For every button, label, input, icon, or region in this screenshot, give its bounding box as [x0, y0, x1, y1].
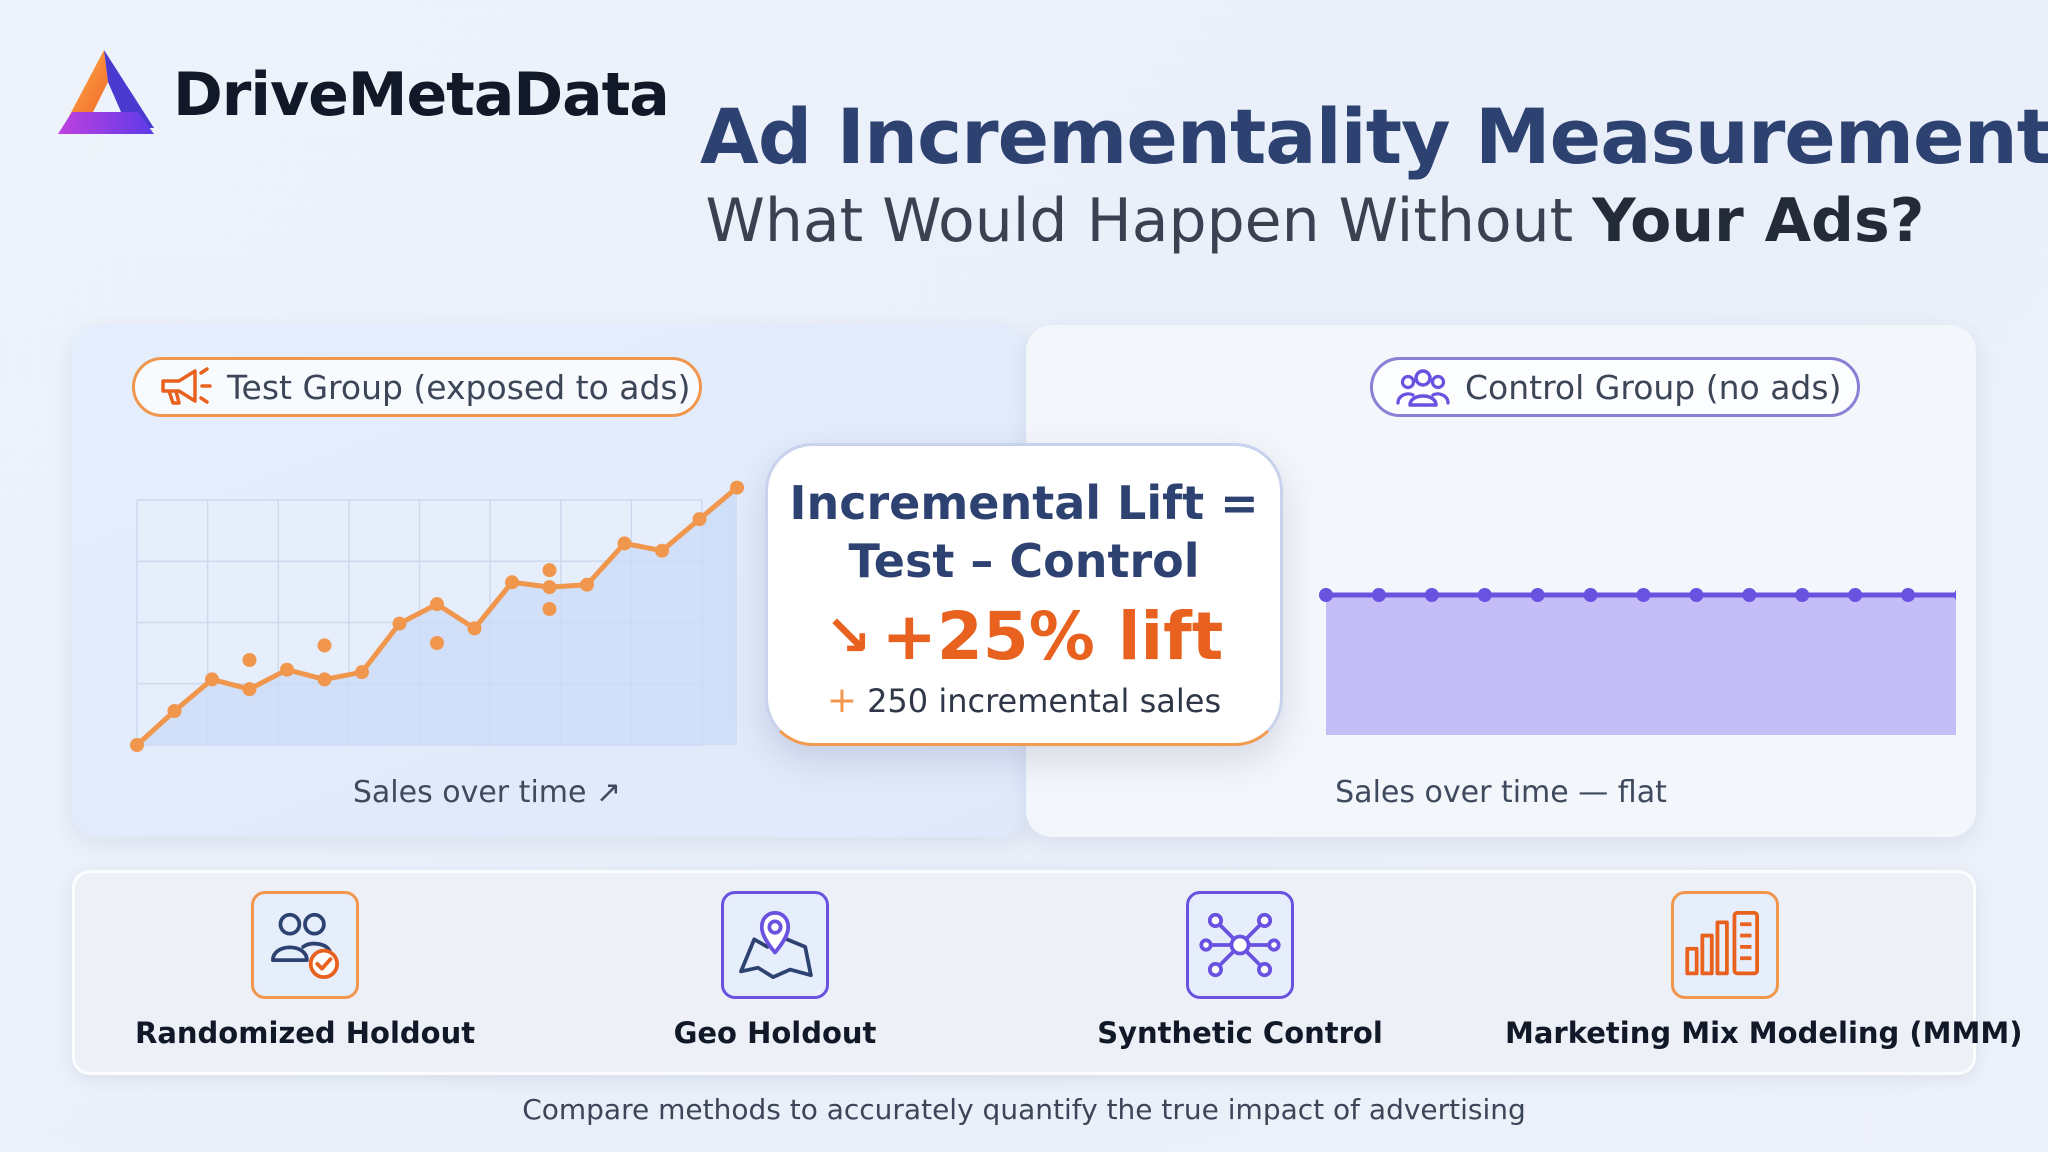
sales-point	[1530, 588, 1545, 602]
brand-name: DriveMetaData	[173, 60, 670, 130]
footer-note: Compare methods to accurately quantify t…	[522, 1093, 1526, 1126]
sales-point	[692, 512, 707, 527]
sales-point	[505, 575, 519, 590]
lift-formula-line-2: Test – Control	[848, 534, 1200, 588]
sales-point	[617, 536, 632, 551]
method-marketing-mix-modeling[interactable]: Marketing Mix Modeling (MMM)	[1505, 891, 2023, 1061]
control-group-label: Control Group (no ads)	[1465, 367, 1842, 407]
method-randomized-holdout[interactable]: Randomized Holdout	[135, 891, 475, 1061]
sales-point	[1795, 588, 1810, 602]
sales-point	[1954, 590, 1956, 600]
method-label: Synthetic Control	[1097, 1016, 1383, 1050]
users-check-icon	[271, 912, 339, 979]
method-label: Geo Holdout	[673, 1016, 877, 1050]
lift-value-row: ↘ +25% lift	[768, 598, 1280, 675]
plus-icon: +	[826, 680, 858, 721]
incremental-lift-card: Incremental Lift = Test – Control ↘ +25% …	[765, 443, 1283, 746]
test-chart-caption: Sales over time ↗	[352, 775, 622, 810]
method-tile	[251, 891, 359, 999]
test-group-label: Test Group (exposed to ads)	[227, 367, 691, 407]
sales-point	[1583, 588, 1598, 602]
incremental-sales-text: 250 incremental sales	[867, 682, 1222, 720]
sales-point	[1319, 588, 1333, 602]
sales-point	[1636, 588, 1651, 602]
outlier-point	[542, 602, 557, 616]
incremental-sales: +250 incremental sales	[768, 680, 1280, 721]
outlier-point	[430, 636, 444, 650]
subtitle-emphasis: Your Ads?	[1592, 186, 1925, 256]
sales-point	[1424, 588, 1439, 602]
sales-point	[167, 704, 182, 718]
logo-icon	[58, 50, 154, 134]
method-tile	[1186, 891, 1294, 999]
test-group-pill: Test Group (exposed to ads)	[132, 357, 702, 417]
megaphone-icon	[161, 367, 212, 405]
users-icon	[1396, 369, 1450, 407]
sales-point	[130, 738, 144, 752]
sales-point	[1689, 588, 1704, 602]
sales-point	[392, 616, 407, 631]
sales-point	[1848, 588, 1863, 602]
sales-point	[280, 662, 294, 677]
method-label: Randomized Holdout	[135, 1016, 476, 1050]
sales-point	[542, 580, 557, 595]
control-chart-caption: Sales over time — flat	[1335, 775, 1667, 810]
brand-header: DriveMetaData	[58, 48, 670, 148]
sales-point	[1901, 588, 1916, 602]
test-sales-chart	[130, 480, 744, 752]
method-geo-holdout[interactable]: Geo Holdout	[605, 891, 945, 1061]
sales-point	[655, 543, 669, 558]
arrow-down-right-icon: ↘	[824, 604, 872, 669]
sales-point	[580, 577, 594, 592]
lift-formula-line-1: Incremental Lift =	[789, 476, 1259, 530]
outlier-point	[242, 653, 257, 667]
control-sales-chart	[1319, 588, 1956, 735]
sales-point	[242, 682, 257, 697]
sales-point	[1477, 588, 1492, 602]
sales-point	[317, 672, 332, 687]
sales-point	[430, 597, 444, 612]
page-subtitle: What Would Happen Without Your Ads?	[690, 186, 1940, 256]
method-tile	[721, 891, 829, 999]
sales-point	[205, 672, 219, 687]
method-tile	[1671, 891, 1779, 999]
outlier-point	[317, 638, 332, 653]
subtitle-text: What Would Happen Without	[705, 186, 1593, 256]
map-pin-icon	[739, 911, 813, 979]
sales-point	[1742, 588, 1757, 602]
control-group-panel: Control Group (no ads) Sales over time —…	[1026, 325, 1976, 837]
method-label: Marketing Mix Modeling (MMM)	[1505, 1016, 2023, 1050]
outlier-point	[542, 563, 557, 578]
network-icon	[1199, 912, 1281, 978]
sales-point	[355, 665, 369, 680]
sales-area	[1326, 595, 1956, 735]
test-group-panel: Test Group (exposed to ads) Sales over t…	[72, 325, 1027, 837]
sales-point	[730, 480, 744, 495]
control-group-pill: Control Group (no ads)	[1370, 357, 1860, 417]
methods-bar: Randomized Holdout Geo Holdout	[72, 870, 2023, 1075]
method-synthetic-control[interactable]: Synthetic Control	[1070, 891, 1410, 1061]
lift-value: +25% lift	[881, 598, 1224, 675]
sales-area	[137, 487, 737, 745]
sales-point	[1371, 588, 1386, 602]
sales-point	[467, 621, 482, 636]
lift-formula: Incremental Lift = Test – Control	[768, 474, 1280, 590]
page-title: Ad Incrementality Measurement:	[700, 92, 2048, 181]
bar-chart-icon	[1685, 911, 1759, 976]
